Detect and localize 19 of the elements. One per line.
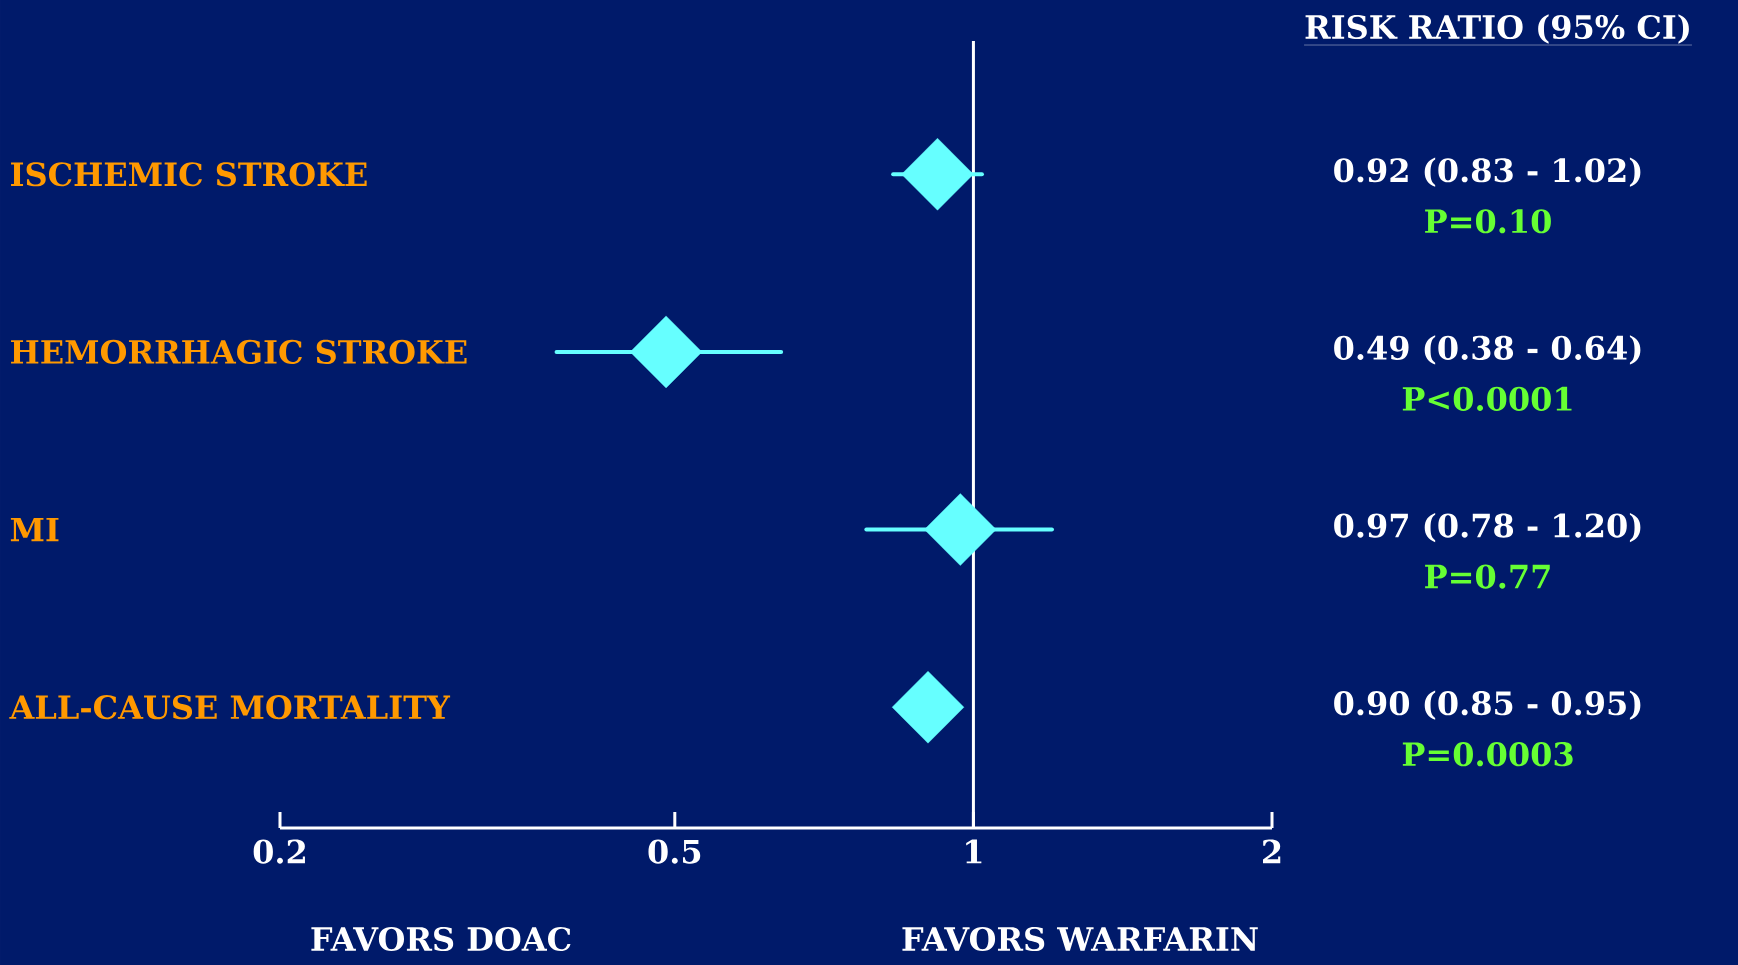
data-label: 0.90 (0.85 - 0.95) [1334, 690, 1641, 720]
text: P=0.77 [1425, 564, 1550, 589]
y-tick-label: MI [10, 517, 59, 542]
x-tick-label: 0.5 [648, 839, 701, 864]
x-tick-label: 0.2 [253, 839, 305, 864]
data-label: 0.97 (0.78 - 1.20) [1334, 512, 1641, 543]
text: FAVORS WARFARIN [902, 926, 1258, 952]
y-tick-label: ALL-CAUSE MORTALITY [9, 695, 451, 720]
y-tick-label: HEMORRHAGIC STROKE [11, 339, 467, 364]
data-label: 0.92 (0.83 - 1.02) [1334, 157, 1641, 187]
text: P=0.0003 [1402, 742, 1573, 767]
x-tick-label: 2 [1263, 839, 1281, 864]
text: RISK RATIO (95% CI) [1305, 14, 1689, 44]
text: P<0.0001 [1402, 386, 1572, 411]
y-tick-label: ISCHEMIC STROKE [11, 162, 367, 187]
data-label: 0.49 (0.38 - 0.64) [1334, 335, 1641, 365]
text: FAVORS DOAC [311, 926, 571, 952]
x-tick-label: 1 [966, 839, 982, 864]
text: P=0.10 [1425, 209, 1551, 234]
